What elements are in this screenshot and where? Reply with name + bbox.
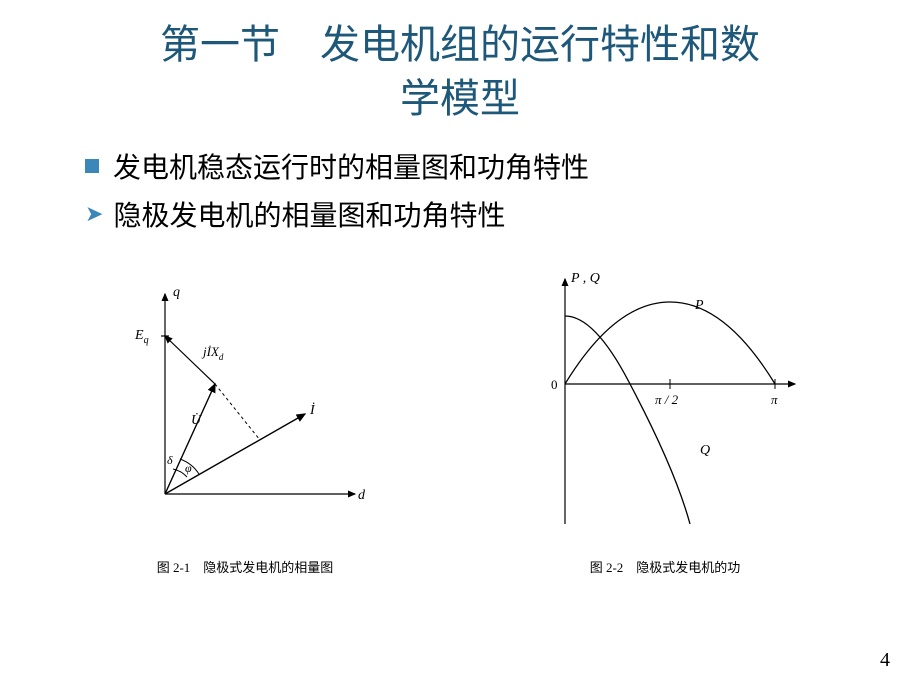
title-line1: 第一节 发电机组的运行特性和数 bbox=[160, 22, 760, 67]
bullet-sub-row: ➤ 隐极发电机的相量图和功角特性 bbox=[85, 194, 920, 234]
bullet-main-row: 发电机稳态运行时的相量图和功角特性 bbox=[85, 146, 920, 186]
phi-label: φ bbox=[185, 461, 192, 475]
power-curve-svg: P , Q 0 π / 2 π P Q bbox=[515, 264, 815, 544]
diagrams-container: q d Eq U̇ İ jİXd δ φ 图 2-1 隐极式发电机的相量图 bbox=[0, 264, 920, 576]
phasor-diagram: q d Eq U̇ İ jİXd δ φ 图 2-1 隐极式发电机的相量图 bbox=[105, 264, 385, 576]
q-curve-label: Q bbox=[700, 443, 710, 458]
phasor-svg: q d Eq U̇ İ jİXd δ φ bbox=[105, 264, 385, 544]
zero-label: 0 bbox=[551, 377, 558, 392]
i-label: İ bbox=[309, 402, 316, 418]
content-area: 发电机稳态运行时的相量图和功角特性 ➤ 隐极发电机的相量图和功角特性 bbox=[0, 126, 920, 234]
d-axis-label: d bbox=[358, 488, 366, 503]
delta-label: δ bbox=[167, 453, 173, 467]
phasor-caption: 图 2-1 隐极式发电机的相量图 bbox=[105, 557, 385, 576]
arrow-bullet-icon: ➤ bbox=[85, 201, 103, 227]
power-curve-caption: 图 2-2 隐极式发电机的功 bbox=[515, 557, 815, 576]
page-number: 4 bbox=[880, 649, 890, 672]
pi-label: π bbox=[771, 392, 778, 407]
title-line2: 学模型 bbox=[400, 76, 520, 121]
bullet-main-text: 发电机稳态运行时的相量图和功角特性 bbox=[113, 146, 589, 186]
pq-axis-label: P , Q bbox=[570, 271, 600, 286]
bullet-sub-text: 隐极发电机的相量图和功角特性 bbox=[113, 194, 505, 234]
slide-title: 第一节 发电机组的运行特性和数 学模型 bbox=[0, 0, 920, 126]
p-curve-label: P bbox=[694, 298, 704, 313]
q-axis-label: q bbox=[173, 285, 180, 300]
square-bullet-icon bbox=[85, 159, 99, 173]
power-curve-diagram: P , Q 0 π / 2 π P Q 图 2-2 隐极式发电机的功 bbox=[515, 264, 815, 576]
half-pi-label: π / 2 bbox=[655, 392, 679, 407]
jixd-label: jİXd bbox=[201, 344, 224, 362]
eq-label: Eq bbox=[134, 328, 149, 346]
u-label: U̇ bbox=[191, 412, 202, 428]
